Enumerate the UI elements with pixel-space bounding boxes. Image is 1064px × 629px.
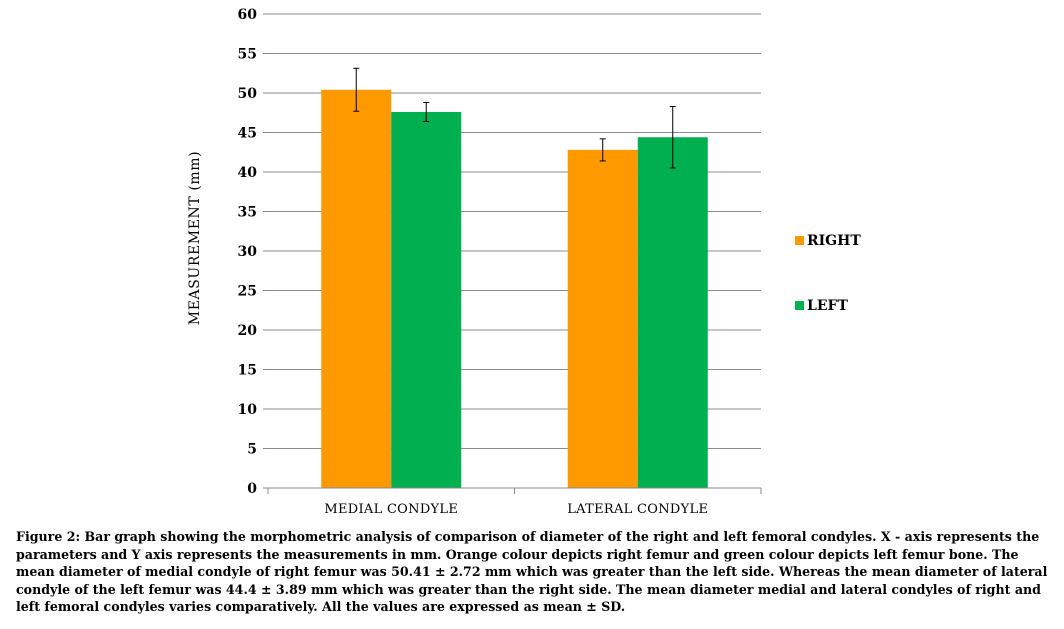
legend: RIGHT LEFT bbox=[795, 233, 861, 314]
y-tick-label: 0 bbox=[247, 481, 257, 497]
y-tick-label: 5 bbox=[247, 442, 257, 458]
y-axis-ticks: 0 5 10 15 20 25 30 35 40 45 50 55 60 bbox=[238, 7, 268, 497]
bar-chart: 0 5 10 15 20 25 30 35 40 45 50 55 60 MEDIAL CONDYLE L… bbox=[187, 7, 861, 517]
error-bars bbox=[353, 67, 676, 169]
legend-label-left: LEFT bbox=[807, 298, 848, 314]
y-tick-label: 55 bbox=[238, 47, 257, 63]
bars bbox=[321, 89, 708, 489]
legend-label-right: RIGHT bbox=[807, 233, 861, 249]
y-tick-label: 50 bbox=[238, 86, 258, 102]
bar-left-medial bbox=[391, 111, 462, 489]
legend-swatch-left bbox=[795, 301, 804, 310]
x-tick-label: MEDIAL CONDYLE bbox=[324, 502, 458, 517]
y-tick-label: 20 bbox=[238, 323, 258, 339]
y-tick-label: 40 bbox=[238, 165, 258, 181]
y-tick-label: 15 bbox=[238, 363, 257, 379]
legend-swatch-right bbox=[795, 236, 804, 245]
bar-right-lateral bbox=[567, 149, 638, 488]
y-tick-label: 30 bbox=[238, 244, 258, 260]
x-tick-label: LATERAL CONDYLE bbox=[567, 502, 708, 517]
x-axis-ticks: MEDIAL CONDYLE LATERAL CONDYLE bbox=[267, 488, 762, 517]
bar-left-lateral bbox=[637, 137, 708, 489]
y-tick-label: 45 bbox=[238, 126, 257, 142]
figure-caption: Figure 2: Bar graph showing the morphome… bbox=[16, 529, 1048, 615]
bar-right-medial bbox=[321, 89, 392, 489]
y-axis-label: MEASUREMENT (mm) bbox=[187, 151, 203, 325]
y-tick-label: 60 bbox=[238, 7, 258, 23]
y-tick-label: 35 bbox=[238, 205, 257, 221]
y-tick-label: 25 bbox=[238, 284, 257, 300]
y-tick-label: 10 bbox=[238, 402, 258, 418]
